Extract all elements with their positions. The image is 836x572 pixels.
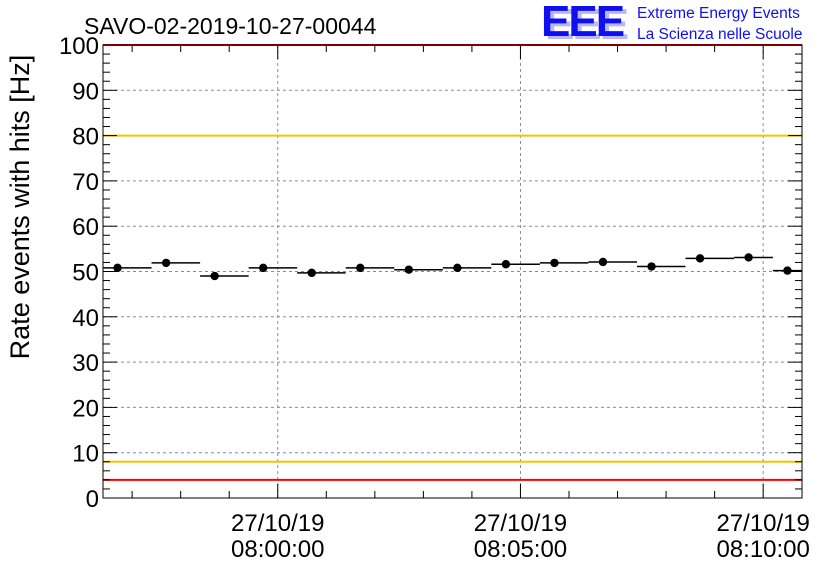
- axis-ticks: [103, 44, 802, 499]
- y-tick-label: 30: [72, 350, 99, 377]
- data-point: [550, 258, 559, 268]
- x-tick-time: 08:05:00: [474, 536, 567, 563]
- data-point: [258, 263, 268, 273]
- y-tick-label: 90: [72, 78, 99, 105]
- y-tick-label: 0: [86, 486, 99, 513]
- eee-logo-shadow: EEE: [545, 0, 628, 49]
- data-point: [307, 268, 316, 278]
- data-point: [404, 265, 414, 274]
- data-point: [744, 253, 753, 262]
- y-tick-label: 20: [72, 395, 99, 422]
- y-tick-label: 50: [72, 260, 99, 287]
- data-point: [598, 257, 608, 267]
- y-tick-label: 40: [72, 305, 99, 332]
- y-tick-label: 100: [59, 33, 99, 60]
- chart-title: SAVO-02-2019-10-27-00044: [84, 13, 377, 39]
- data-point: [356, 263, 365, 273]
- logo-line-1: Extreme Energy Events: [637, 5, 800, 22]
- x-tick-labels: 27/10/1908:00:0027/10/1908:05:0027/10/19…: [231, 510, 810, 563]
- y-axis-label: Rate events with hits [Hz]: [5, 55, 35, 360]
- x-tick-time: 08:10:00: [716, 536, 809, 563]
- data-point: [501, 260, 511, 269]
- x-tick-time: 08:00:00: [231, 536, 324, 563]
- logo-line-2: La Scienza nelle Scuole: [637, 26, 802, 43]
- data-point: [113, 263, 122, 273]
- data-point: [783, 266, 792, 275]
- data-point: [647, 262, 656, 271]
- eee-logo-letters: EEE: [541, 0, 624, 46]
- y-tick-label: 10: [72, 441, 99, 468]
- x-tick-date: 27/10/19: [231, 510, 324, 537]
- data-point: [695, 254, 705, 263]
- x-tick-date: 27/10/19: [474, 510, 567, 537]
- y-tick-label: 80: [72, 124, 99, 151]
- data-point: [161, 258, 171, 268]
- y-tick-label: 60: [72, 214, 99, 241]
- data-point: [453, 263, 462, 273]
- data-point: [210, 271, 219, 281]
- y-tick-labels: 0 10 20 30 40 50 60 70 80 90 100: [59, 33, 99, 513]
- data-points: [103, 253, 802, 281]
- y-tick-label: 70: [72, 169, 99, 196]
- x-tick-date: 27/10/19: [716, 510, 809, 537]
- eee-logo: EEE EEE Extreme Energy Events La Scienza…: [541, 0, 802, 49]
